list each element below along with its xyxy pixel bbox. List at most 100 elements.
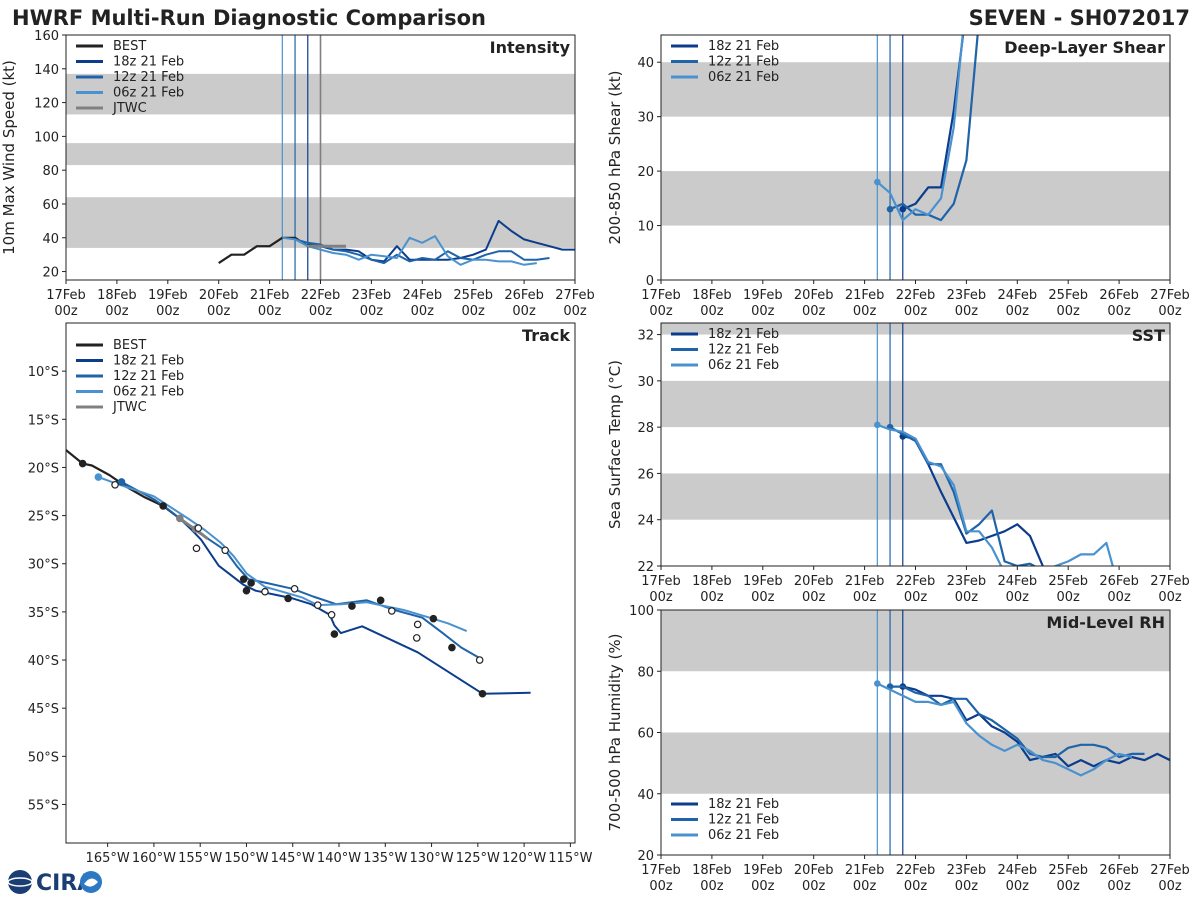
track-position-marker-27	[478, 689, 487, 698]
track-position-marker-15	[290, 584, 299, 593]
xtick-day-shear-5: 22Feb	[896, 288, 936, 303]
xtick-day-shear-7: 24Feb	[998, 288, 1038, 303]
xtick-hour-rh-4: 00z	[853, 879, 877, 894]
legend-label-track-3: 06z 21 Feb	[113, 385, 184, 400]
ytick-label-sst-4: 30	[637, 375, 654, 390]
ytick-label-track-2: 20°S	[28, 461, 59, 476]
series-group-intensity	[218, 219, 575, 266]
xtick-hour-intensity-8: 00z	[462, 304, 486, 319]
panel-sst: 22242628303217Feb00z18Feb00z19Feb00z20Fe…	[606, 322, 1190, 605]
legend-label-sst-2: 06z 21 Feb	[708, 358, 779, 373]
xtick-hour-sst-0: 00z	[649, 590, 673, 605]
xtick-day-intensity-1: 18Feb	[97, 288, 137, 303]
xtick-hour-shear-6: 00z	[955, 304, 979, 319]
xtick-label-track-4: 145°W	[271, 851, 315, 866]
xtick-day-intensity-8: 25Feb	[453, 288, 493, 303]
xtick-day-rh-0: 17Feb	[641, 863, 681, 878]
xtick-day-rh-7: 24Feb	[998, 863, 1038, 878]
ytick-label-rh-0: 20	[637, 849, 654, 864]
xtick-day-shear-9: 26Feb	[1099, 288, 1139, 303]
legend-label-shear-0: 18z 21 Feb	[708, 39, 779, 54]
ytick-label-track-7: 45°S	[28, 702, 59, 717]
xtick-hour-shear-9: 00z	[1107, 304, 1131, 319]
band-sst-2	[661, 323, 1170, 335]
ytick-label-shear-4: 40	[637, 56, 654, 71]
track-line-1	[179, 517, 531, 695]
xtick-day-rh-4: 21Feb	[845, 863, 885, 878]
series-line-intensity-2	[294, 238, 550, 265]
series-group-track	[66, 449, 531, 698]
ytick-label-intensity-5: 120	[34, 97, 59, 112]
xtick-hour-sst-8: 00z	[1057, 590, 1081, 605]
band-rh-0	[661, 732, 1170, 794]
panel-title-sst: SST	[1132, 326, 1165, 345]
xtick-hour-intensity-10: 00z	[563, 304, 587, 319]
track-position-marker-7	[194, 524, 203, 532]
panel-intensity: 2040608010012014016017Feb00z18Feb00z19Fe…	[0, 29, 595, 319]
legend-label-sst-0: 18z 21 Feb	[708, 327, 779, 342]
series-group-rh	[874, 680, 1170, 777]
xtick-day-sst-9: 26Feb	[1099, 574, 1139, 589]
xtick-day-shear-3: 20Feb	[794, 288, 834, 303]
panel-title-intensity: Intensity	[490, 38, 571, 57]
legend-label-track-2: 12z 21 Feb	[113, 369, 184, 384]
ytick-label-track-3: 25°S	[28, 510, 59, 525]
xtick-day-shear-4: 21Feb	[845, 288, 885, 303]
init-point-shear-2	[874, 178, 881, 186]
legend-label-intensity-2: 12z 21 Feb	[113, 70, 184, 85]
xtick-day-rh-5: 22Feb	[896, 863, 936, 878]
xtick-hour-rh-0: 00z	[649, 879, 673, 894]
xtick-day-shear-6: 23Feb	[947, 288, 987, 303]
legend-label-intensity-0: BEST	[113, 39, 146, 54]
xtick-hour-intensity-0: 00z	[54, 304, 78, 319]
ytick-label-track-4: 30°S	[28, 558, 59, 573]
band-rh-1	[661, 610, 1170, 672]
xtick-hour-rh-9: 00z	[1107, 879, 1131, 894]
xtick-day-rh-9: 26Feb	[1099, 863, 1139, 878]
ytick-label-sst-2: 26	[637, 467, 654, 482]
xtick-hour-shear-3: 00z	[802, 304, 826, 319]
xtick-hour-shear-8: 00z	[1057, 304, 1081, 319]
xtick-day-intensity-0: 17Feb	[46, 288, 86, 303]
xtick-day-intensity-3: 20Feb	[199, 288, 239, 303]
xtick-hour-rh-2: 00z	[751, 879, 775, 894]
xtick-hour-sst-10: 00z	[1158, 590, 1182, 605]
xtick-hour-intensity-6: 00z	[360, 304, 384, 319]
xtick-day-rh-1: 18Feb	[692, 863, 732, 878]
ytick-label-track-9: 55°S	[28, 798, 59, 813]
legend-label-intensity-4: JTWC	[112, 101, 147, 116]
ytick-label-track-8: 50°S	[28, 750, 59, 765]
xtick-hour-shear-2: 00z	[751, 304, 775, 319]
band-shear-0	[661, 171, 1170, 226]
cira-logo-orbit-icon	[7, 877, 33, 887]
track-position-marker-20	[376, 596, 385, 605]
panel-title-shear: Deep-Layer Shear	[1004, 38, 1165, 57]
track-position-marker-0	[78, 459, 87, 468]
ytick-label-intensity-4: 100	[34, 130, 59, 145]
xtick-label-track-7: 130°W	[409, 851, 453, 866]
xtick-hour-sst-4: 00z	[853, 590, 877, 605]
xtick-hour-sst-1: 00z	[700, 590, 724, 605]
track-position-marker-26	[475, 656, 484, 664]
ytick-label-shear-3: 30	[637, 111, 654, 126]
xtick-day-intensity-6: 23Feb	[352, 288, 392, 303]
xtick-label-track-2: 155°W	[178, 851, 222, 866]
legend-label-intensity-3: 06z 21 Feb	[113, 86, 184, 101]
figure-title: HWRF Multi-Run Diagnostic Comparison	[12, 6, 486, 30]
xtick-label-track-3: 150°W	[224, 851, 268, 866]
track-position-marker-4	[176, 514, 184, 523]
xtick-day-rh-6: 23Feb	[947, 863, 987, 878]
series-line-intensity-1	[307, 219, 575, 263]
xtick-day-shear-10: 27Feb	[1150, 288, 1190, 303]
ytick-label-track-5: 35°S	[28, 606, 59, 621]
legend-label-track-0: BEST	[113, 338, 146, 353]
ytick-label-rh-3: 80	[637, 665, 654, 680]
xtick-day-rh-10: 27Feb	[1150, 863, 1190, 878]
xtick-day-sst-0: 17Feb	[641, 574, 681, 589]
xtick-label-track-10: 115°W	[548, 851, 592, 866]
cira-logo: CIRA	[7, 870, 102, 896]
legend-label-rh-2: 06z 21 Feb	[708, 828, 779, 843]
track-position-marker-24	[429, 614, 438, 623]
xtick-hour-sst-9: 00z	[1107, 590, 1131, 605]
